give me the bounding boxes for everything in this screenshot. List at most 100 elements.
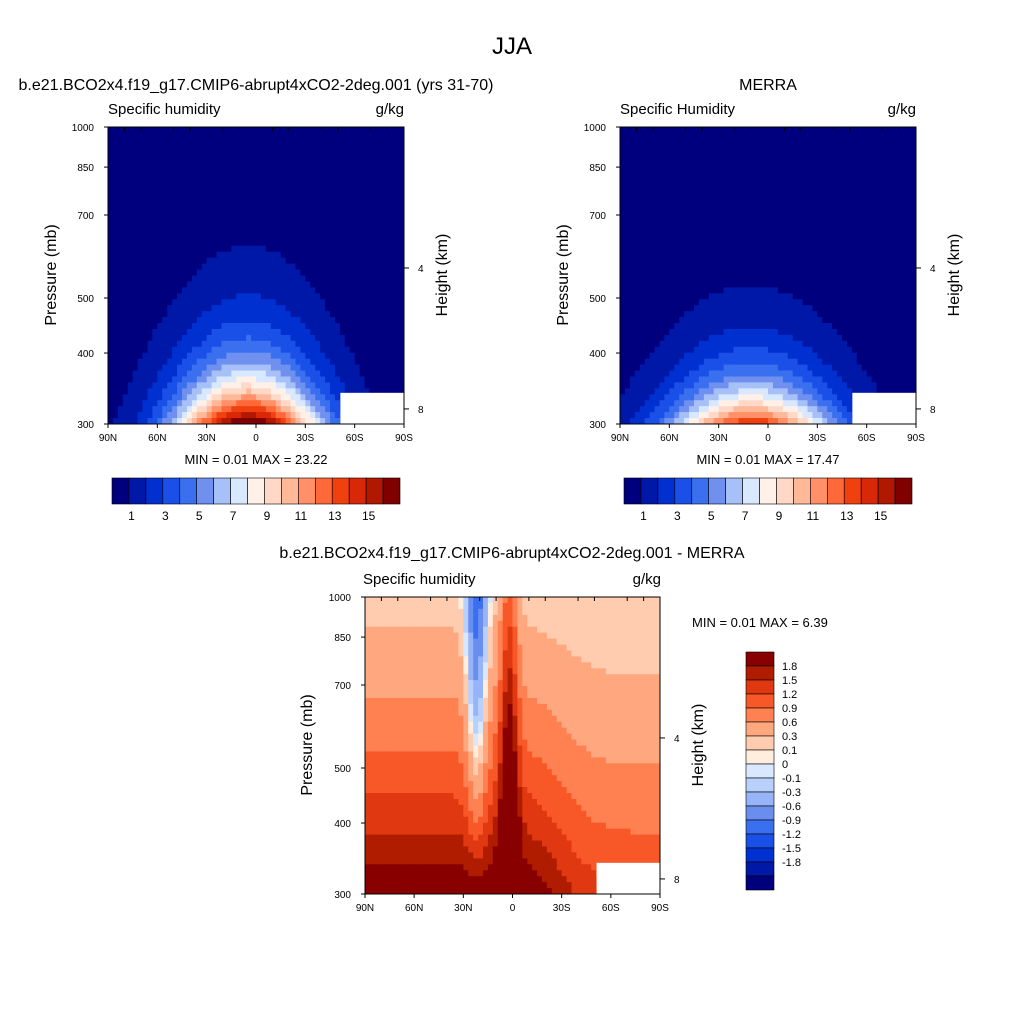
- colorbar-swatch: [264, 477, 282, 505]
- colorbar-swatch: [793, 477, 811, 505]
- colorbar-swatch: [640, 477, 659, 505]
- colorbar-swatch: [843, 477, 862, 505]
- colorbar-swatch: [365, 477, 384, 505]
- y-tick-label: 500: [589, 294, 606, 305]
- colorbar-label: 15: [362, 509, 376, 523]
- colorbar-swatch: [745, 735, 775, 751]
- panel-units-label: g/kg: [633, 571, 661, 588]
- x-tick-label: 30N: [709, 433, 727, 444]
- x-tick-label: 30N: [454, 903, 472, 914]
- colorbar-label: 3: [674, 509, 681, 523]
- x-tick-label: 60N: [405, 903, 423, 914]
- panel-units-label: g/kg: [888, 101, 916, 118]
- colorbar-label: 1.2: [782, 689, 797, 701]
- colorbar-swatch: [247, 477, 265, 505]
- contour-field: [365, 597, 660, 894]
- y-tick-label: 400: [334, 819, 351, 830]
- colorbar-swatch: [162, 477, 181, 505]
- x-tick-label: 90S: [907, 433, 925, 444]
- colorbar-swatch: [196, 477, 214, 505]
- x-tick-label: 0: [765, 433, 771, 444]
- colorbar-label: 0: [782, 759, 788, 771]
- x-tick-label: 90S: [395, 433, 413, 444]
- colorbar-label: -1.2: [782, 829, 801, 841]
- colorbar-label: 15: [874, 509, 888, 523]
- colorbar-label: 0.1: [782, 745, 797, 757]
- contour-field: [108, 127, 404, 424]
- colorbar-label: 9: [264, 509, 271, 523]
- colorbar-swatch: [860, 477, 879, 505]
- colorbar-swatch: [298, 477, 316, 505]
- colorbar-swatch: [745, 749, 775, 765]
- colorbar-label: -0.1: [782, 773, 801, 785]
- colorbar-swatch: [281, 477, 299, 505]
- panel-title: b.e21.BCO2x4.f19_g17.CMIP6-abrupt4xCO2-2…: [279, 545, 744, 562]
- min-max-label: MIN = 0.01 MAX = 6.39: [692, 615, 828, 630]
- x-tick-label: 0: [510, 903, 516, 914]
- colorbar-label: 3: [162, 509, 169, 523]
- axes: 300 400 500 700 850 1000 8 4 90N 60N 30N 0 30S 60S 90S: [72, 123, 424, 444]
- right-tick-label: 4: [418, 264, 424, 275]
- x-tick-label: 90S: [651, 903, 669, 914]
- colorbar-label: 5: [708, 509, 715, 523]
- y-tick-label: 700: [77, 211, 94, 222]
- colorbar-label: 13: [840, 509, 854, 523]
- y-tick-label: 700: [589, 211, 606, 222]
- x-tick-label: 30S: [553, 903, 571, 914]
- colorbar-label: 1.5: [782, 675, 797, 687]
- colorbar-swatch: [230, 477, 248, 505]
- x-tick-label: 90N: [99, 433, 117, 444]
- colorbar-swatch: [745, 721, 775, 737]
- right-tick-label: 8: [930, 405, 936, 416]
- y-tick-label: 300: [77, 420, 94, 431]
- colorbar-swatch: [742, 477, 760, 505]
- panel-variable-label: Specific humidity: [363, 571, 476, 588]
- topography-mask: [340, 392, 404, 424]
- colorbar-swatch: [179, 477, 198, 505]
- panel-variable-label: Specific humidity: [108, 101, 221, 118]
- colorbar-label: 7: [230, 509, 237, 523]
- axes: 300 400 500 700 850 1000 8 4 90N 60N 30N 0 30S 60S 90S: [329, 593, 680, 914]
- right-tick-label: 8: [674, 875, 680, 886]
- colorbar-swatch: [745, 679, 775, 695]
- colorbar-label: 9: [776, 509, 783, 523]
- colorbar-swatch: [382, 477, 401, 505]
- x-tick-label: 30S: [296, 433, 314, 444]
- colorbar-swatch: [745, 819, 775, 835]
- colorbar-swatch: [745, 847, 775, 863]
- colorbar-label: 0.3: [782, 731, 797, 743]
- colorbar-swatch: [348, 477, 367, 505]
- colorbar-label: 1.8: [782, 661, 797, 673]
- colorbar-label: 7: [742, 509, 749, 523]
- topography-mask: [596, 862, 660, 894]
- colorbar-label: 0.6: [782, 717, 797, 729]
- topography-mask: [852, 392, 916, 424]
- colorbar-swatch: [708, 477, 726, 505]
- y-tick-label: 1000: [584, 123, 607, 134]
- y-axis-label: Pressure (mb): [43, 224, 60, 325]
- y-tick-label: 400: [589, 349, 606, 360]
- y-tick-label: 300: [334, 890, 351, 901]
- x-tick-label: 90N: [611, 433, 629, 444]
- y-tick-label: 300: [589, 420, 606, 431]
- colorbar-swatch: [826, 477, 845, 505]
- y-tick-label: 400: [77, 349, 94, 360]
- x-tick-label: 60S: [602, 903, 620, 914]
- colorbar-swatch: [745, 791, 775, 807]
- axes: 300 400 500 700 850 1000 8 4 90N 60N 30N 0 30S 60S 90S: [584, 123, 936, 444]
- colorbar-label: 5: [196, 509, 203, 523]
- colorbar-swatch: [894, 477, 913, 505]
- y-tick-label: 1000: [72, 123, 95, 134]
- colorbar-label: 1: [640, 509, 647, 523]
- y-tick-label: 850: [77, 163, 94, 174]
- page-title: JJA: [492, 33, 532, 60]
- right-tick-label: 8: [418, 405, 424, 416]
- colorbar-swatch: [745, 777, 775, 793]
- colorbar-swatch: [745, 833, 775, 849]
- colorbar: 1 3 5 7 9 11 13 15: [111, 477, 401, 523]
- colorbar-swatch: [691, 477, 710, 505]
- colorbar-swatch: [745, 763, 775, 779]
- colorbar-swatch: [657, 477, 676, 505]
- panel-units-label: g/kg: [376, 101, 404, 118]
